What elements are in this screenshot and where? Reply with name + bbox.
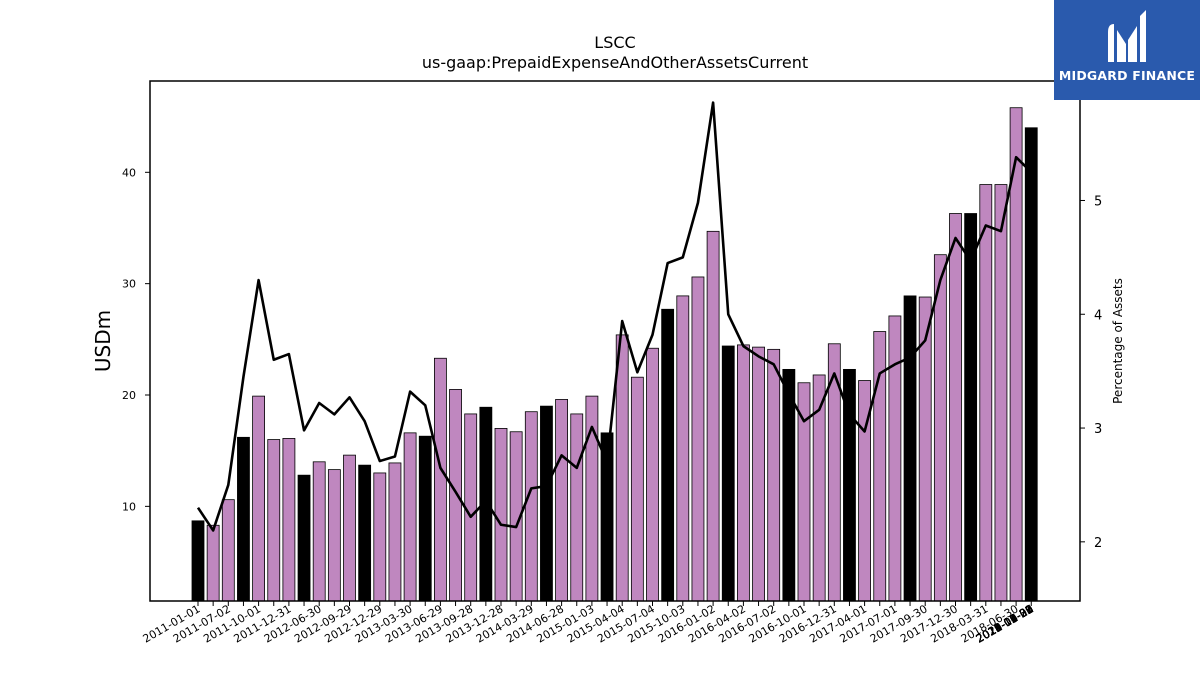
line-group	[196, 101, 1033, 532]
x-axis: 2011-01-012011-07-022011-10-012011-12-31…	[141, 601, 1036, 646]
y-tick-label: 40	[122, 166, 136, 179]
bar	[721, 345, 735, 602]
bar	[706, 230, 720, 602]
y-axis-left: 10 20 30 40	[122, 166, 150, 513]
y-tick-label: 20	[122, 389, 136, 402]
bar	[676, 295, 690, 602]
bar	[524, 411, 538, 602]
y2-tick-label: 2	[1094, 536, 1102, 551]
y2-tick-label: 5	[1094, 194, 1102, 209]
bar	[388, 462, 402, 602]
y-tick-label: 30	[122, 278, 136, 291]
y-tick-label: 10	[122, 500, 136, 513]
bar	[615, 334, 629, 602]
bar	[297, 474, 311, 602]
bar	[737, 344, 750, 602]
bar	[691, 276, 705, 602]
chart-subtitle: us-gaap:PrepaidExpenseAndOtherAssetsCurr…	[422, 53, 808, 72]
bar	[630, 376, 644, 602]
bar	[918, 296, 932, 602]
bar	[1024, 127, 1038, 602]
bar	[252, 395, 266, 602]
chart-title: LSCC	[594, 33, 635, 52]
brand-name: MIDGARD FINANCE	[1058, 68, 1196, 83]
bar	[661, 308, 675, 602]
bar	[903, 295, 917, 602]
bar	[191, 520, 205, 602]
bar	[752, 346, 765, 602]
bar	[449, 389, 462, 602]
percentage-line	[196, 101, 1033, 532]
bar	[418, 435, 432, 602]
bar	[994, 184, 1008, 602]
bar	[343, 454, 356, 602]
bar	[433, 357, 447, 602]
bar	[327, 469, 341, 602]
bar	[933, 254, 947, 602]
bar	[540, 405, 553, 602]
bar	[888, 315, 902, 602]
bar	[555, 399, 568, 602]
bar	[221, 499, 235, 602]
bar	[949, 213, 962, 602]
bar	[494, 428, 508, 602]
y2-tick-label: 4	[1094, 308, 1102, 323]
y2-axis-label: Percentage of Assets	[1111, 278, 1125, 404]
bar	[312, 461, 326, 602]
brand-logo: MIDGARD FINANCE	[1054, 0, 1200, 100]
bar	[282, 438, 296, 602]
bar	[570, 413, 584, 602]
midgard-logo-icon	[1108, 10, 1146, 62]
bar	[767, 348, 781, 602]
y2-tick-label: 3	[1094, 422, 1102, 437]
bar	[206, 524, 220, 602]
bar	[403, 432, 417, 602]
y-axis-label: USDm	[91, 310, 115, 372]
bar	[358, 464, 372, 602]
bar	[237, 436, 250, 602]
bar	[979, 184, 993, 602]
bars-group	[191, 107, 1038, 602]
bar	[964, 213, 978, 602]
bar	[646, 347, 659, 602]
y-axis-right: 2 3 4 5	[1080, 194, 1102, 551]
bar	[373, 472, 387, 602]
plot-frame	[149, 80, 1081, 602]
bar	[267, 439, 281, 602]
